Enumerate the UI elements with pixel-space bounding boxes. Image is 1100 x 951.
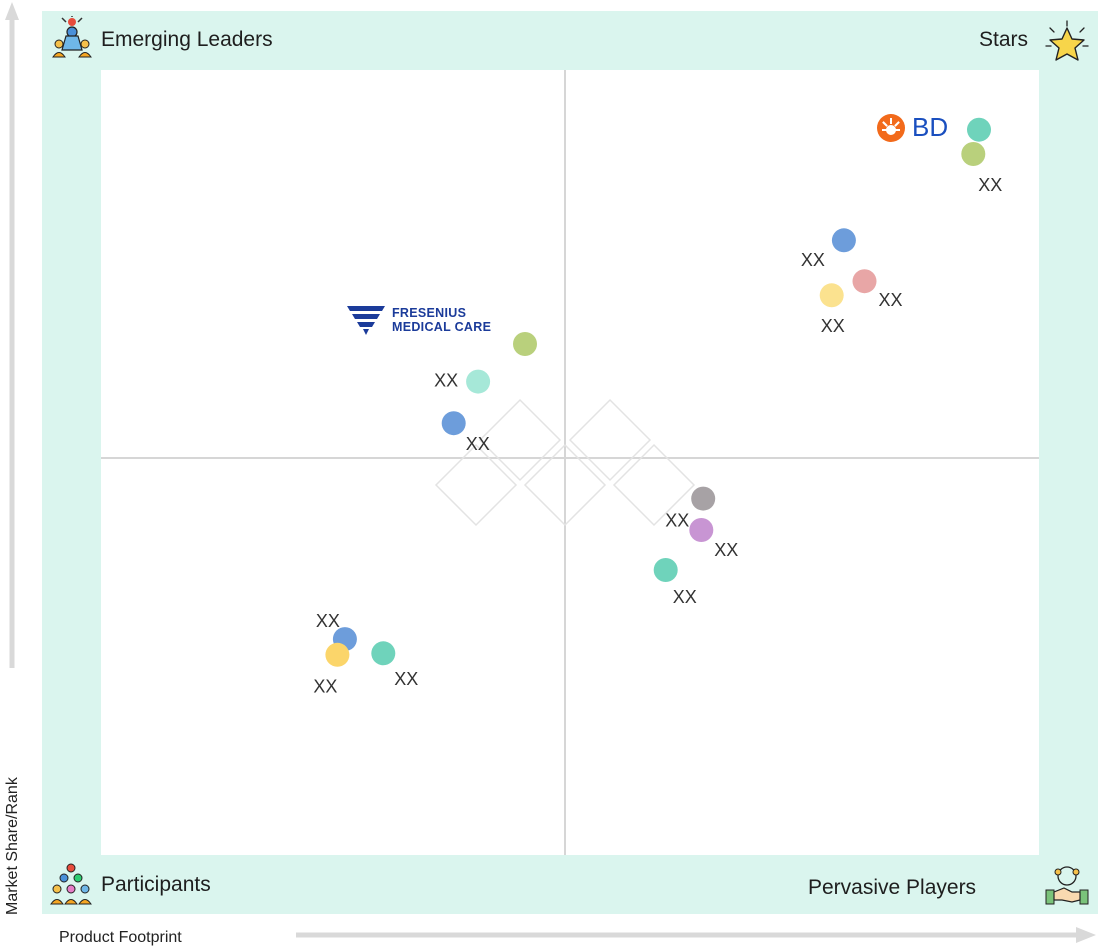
data-point-label: XX	[394, 669, 418, 689]
emerging-leaders-icon	[52, 16, 92, 58]
data-point-label: XX	[821, 316, 845, 336]
plot-area	[101, 70, 1039, 855]
data-point	[967, 117, 991, 142]
bd-sun-icon	[877, 113, 905, 142]
data-point	[831, 228, 856, 253]
data-point	[371, 641, 396, 666]
data-point-label: XX	[714, 540, 738, 560]
participants-icon	[50, 863, 92, 905]
data-point-label: XX	[878, 290, 902, 310]
watermark	[434, 398, 696, 527]
quadrant-label-pervasive-players: Pervasive Players	[808, 876, 977, 899]
data-point-label: XX	[978, 175, 1002, 195]
data-point-label: XX	[316, 611, 340, 631]
data-point	[653, 558, 678, 582]
y-axis-arrow	[5, 2, 19, 668]
data-point	[852, 269, 877, 294]
data-point-label: XX	[313, 677, 337, 697]
quadrant-label-participants: Participants	[101, 873, 211, 896]
data-point	[325, 642, 350, 667]
data-point	[961, 142, 986, 166]
quadrant-divider-vertical	[564, 70, 566, 855]
data-point	[441, 411, 466, 436]
data-point	[819, 283, 844, 308]
fresenius-logo-line2: MEDICAL CARE	[392, 320, 492, 334]
quadrant-label-stars: Stars	[979, 28, 1029, 51]
data-point-label: XX	[434, 370, 458, 390]
star-icon	[1045, 20, 1089, 61]
fresenius-mark-icon	[347, 306, 385, 335]
x-axis-arrow	[296, 927, 1096, 943]
data-point	[513, 332, 537, 356]
bd-logo-text: BD	[912, 112, 949, 142]
quadrant-label-emerging-leaders: Emerging Leaders	[101, 28, 273, 51]
quadrant-divider-horizontal	[101, 457, 1039, 459]
data-point	[689, 518, 714, 542]
data-point-label: XX	[665, 510, 689, 530]
bd-logo: BD	[876, 112, 948, 143]
data-point-label: XX	[673, 587, 697, 607]
fresenius-logo: FRESENIUS MEDICAL CARE	[346, 304, 491, 336]
x-axis-label: Product Footprint	[59, 929, 182, 946]
data-point	[466, 369, 491, 394]
data-point	[691, 486, 716, 511]
data-point-label: XX	[466, 434, 490, 454]
handshake-icon	[1045, 866, 1089, 905]
data-point-label: XX	[801, 250, 825, 270]
fresenius-logo-line1: FRESENIUS	[392, 306, 467, 320]
